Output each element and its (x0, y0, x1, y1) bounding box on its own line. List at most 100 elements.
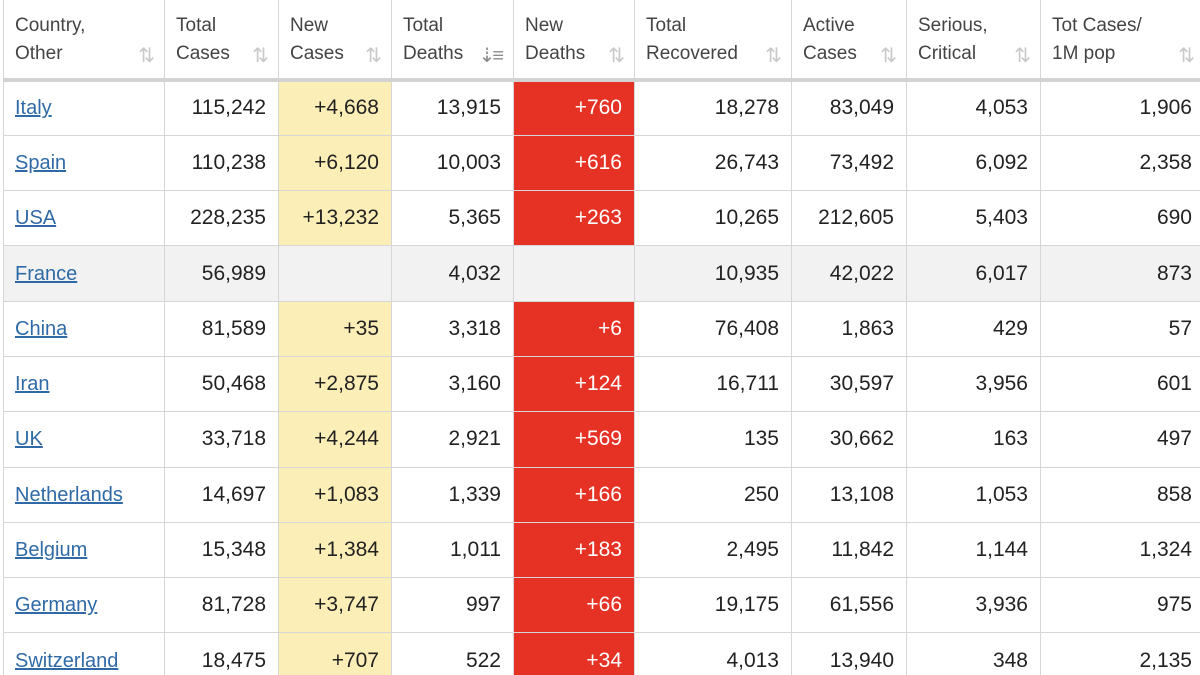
cell-country: UK (3, 411, 165, 468)
cell-new-cases: +3,747 (278, 577, 392, 634)
cell-total-recovered: 19,175 (634, 577, 792, 634)
cell-total-deaths: 3,318 (391, 300, 514, 357)
header-new-cases[interactable]: New Cases ⇅ (278, 0, 392, 82)
cell-active-cases: 13,940 (791, 632, 907, 675)
sort-icon[interactable]: ⇅ (608, 45, 625, 67)
cell-new-cases: +4,668 (278, 79, 392, 136)
cell-active-cases: 13,108 (791, 466, 907, 523)
header-country[interactable]: Country, Other ⇅ (3, 0, 165, 82)
country-link[interactable]: Iran (15, 373, 50, 396)
cell-new-deaths: +66 (513, 577, 635, 634)
cell-active-cases: 83,049 (791, 79, 907, 136)
cell-serious-critical: 3,936 (906, 577, 1041, 634)
country-link[interactable]: France (15, 262, 78, 285)
cell-new-cases: +6,120 (278, 134, 392, 192)
cell-country: France (3, 245, 165, 302)
country-link[interactable]: Spain (15, 151, 67, 174)
cell-total-deaths: 5,365 (391, 190, 514, 247)
cell-new-cases: +2,875 (278, 355, 392, 413)
header-label-line1: New (525, 15, 564, 36)
cell-total-recovered: 16,711 (634, 355, 792, 413)
table-row: Germany 81,728 +3,747 997 +66 19,175 61,… (3, 577, 1200, 634)
country-link[interactable]: Italy (15, 97, 52, 120)
header-label-line1: Total (646, 15, 687, 36)
cell-active-cases: 73,492 (791, 134, 907, 192)
header-active-cases[interactable]: Active Cases ⇅ (791, 0, 907, 82)
cell-new-deaths: +616 (513, 134, 635, 192)
sort-icon[interactable]: ⇅ (138, 45, 155, 67)
header-label-line1: Active (803, 15, 855, 36)
cell-tot-cases-1m: 1,324 (1040, 521, 1200, 579)
sort-icon[interactable]: ⇅ (365, 45, 382, 67)
cell-new-deaths: +183 (513, 521, 635, 579)
country-link[interactable]: China (15, 317, 68, 340)
cell-new-deaths: +166 (513, 466, 635, 523)
cell-tot-cases-1m: 1,906 (1040, 79, 1200, 136)
cell-new-deaths: +6 (513, 300, 635, 357)
country-link[interactable]: Belgium (15, 539, 88, 562)
cell-total-recovered: 4,013 (634, 632, 792, 675)
table-row: Belgium 15,348 +1,384 1,011 +183 2,495 1… (3, 521, 1200, 579)
table-row: China 81,589 +35 3,318 +6 76,408 1,863 4… (3, 300, 1200, 357)
cell-new-cases: +1,384 (278, 521, 392, 579)
header-label-line1: Total (176, 15, 217, 36)
header-tot-cases-1m-pop[interactable]: Tot Cases/ 1M pop ⇅ (1040, 0, 1200, 82)
header-total-cases[interactable]: Total Cases ⇅ (164, 0, 279, 82)
header-serious-critical[interactable]: Serious, Critical ⇅ (906, 0, 1041, 82)
country-link[interactable]: Switzerland (15, 649, 119, 672)
cell-total-cases: 56,989 (164, 245, 279, 302)
table-row-highlighted: France 56,989 4,032 10,935 42,022 6,017 … (3, 245, 1200, 302)
cell-serious-critical: 4,053 (906, 79, 1041, 136)
cell-tot-cases-1m: 2,135 (1040, 632, 1200, 675)
cell-total-cases: 81,589 (164, 300, 279, 357)
country-link[interactable]: USA (15, 207, 57, 230)
table-row: Switzerland 18,475 +707 522 +34 4,013 13… (3, 632, 1200, 675)
table-row: USA 228,235 +13,232 5,365 +263 10,265 21… (3, 190, 1200, 247)
header-label-line2: 1M pop (1052, 43, 1116, 64)
cell-total-cases: 81,728 (164, 577, 279, 634)
cell-active-cases: 1,863 (791, 300, 907, 357)
header-label-line1: Tot Cases/ (1052, 15, 1142, 36)
header-total-deaths[interactable]: Total Deaths ⇣≡ (391, 0, 514, 82)
cell-total-cases: 110,238 (164, 134, 279, 192)
cell-active-cases: 30,662 (791, 411, 907, 468)
table-row: Iran 50,468 +2,875 3,160 +124 16,711 30,… (3, 355, 1200, 413)
header-label-line2: Deaths (525, 43, 586, 64)
header-total-recovered[interactable]: Total Recovered ⇅ (634, 0, 792, 82)
cell-total-recovered: 10,265 (634, 190, 792, 247)
cell-country: China (3, 300, 165, 357)
cell-total-cases: 228,235 (164, 190, 279, 247)
cell-serious-critical: 163 (906, 411, 1041, 468)
cell-total-deaths: 1,339 (391, 466, 514, 523)
sort-icon[interactable]: ⇅ (765, 45, 782, 67)
cell-total-recovered: 26,743 (634, 134, 792, 192)
cell-country: Belgium (3, 521, 165, 579)
cell-active-cases: 212,605 (791, 190, 907, 247)
covid-stats-table: Country, Other ⇅ Total Cases ⇅ New Cases… (3, 0, 1200, 675)
sort-icon[interactable]: ⇅ (252, 45, 269, 67)
country-link[interactable]: UK (15, 428, 43, 451)
country-link[interactable]: Germany (15, 594, 98, 617)
sort-icon[interactable]: ⇅ (1178, 45, 1195, 67)
sort-icon[interactable]: ⇅ (880, 45, 897, 67)
cell-total-recovered: 2,495 (634, 521, 792, 579)
cell-tot-cases-1m: 858 (1040, 466, 1200, 523)
header-label-line1: Total (403, 15, 444, 36)
header-new-deaths[interactable]: New Deaths ⇅ (513, 0, 635, 82)
cell-tot-cases-1m: 601 (1040, 355, 1200, 413)
header-label-line1: New (290, 15, 329, 36)
cell-active-cases: 11,842 (791, 521, 907, 579)
country-link[interactable]: Netherlands (15, 483, 123, 506)
cell-serious-critical: 6,017 (906, 245, 1041, 302)
cell-total-deaths: 13,915 (391, 79, 514, 136)
cell-total-deaths: 997 (391, 577, 514, 634)
cell-serious-critical: 5,403 (906, 190, 1041, 247)
cell-tot-cases-1m: 873 (1040, 245, 1200, 302)
cell-new-cases: +1,083 (278, 466, 392, 523)
cell-serious-critical: 1,053 (906, 466, 1041, 523)
cell-total-recovered: 10,935 (634, 245, 792, 302)
sort-icon[interactable]: ⇅ (1014, 45, 1031, 67)
header-label-line2: Recovered (646, 43, 738, 64)
sort-descending-icon[interactable]: ⇣≡ (478, 45, 504, 67)
